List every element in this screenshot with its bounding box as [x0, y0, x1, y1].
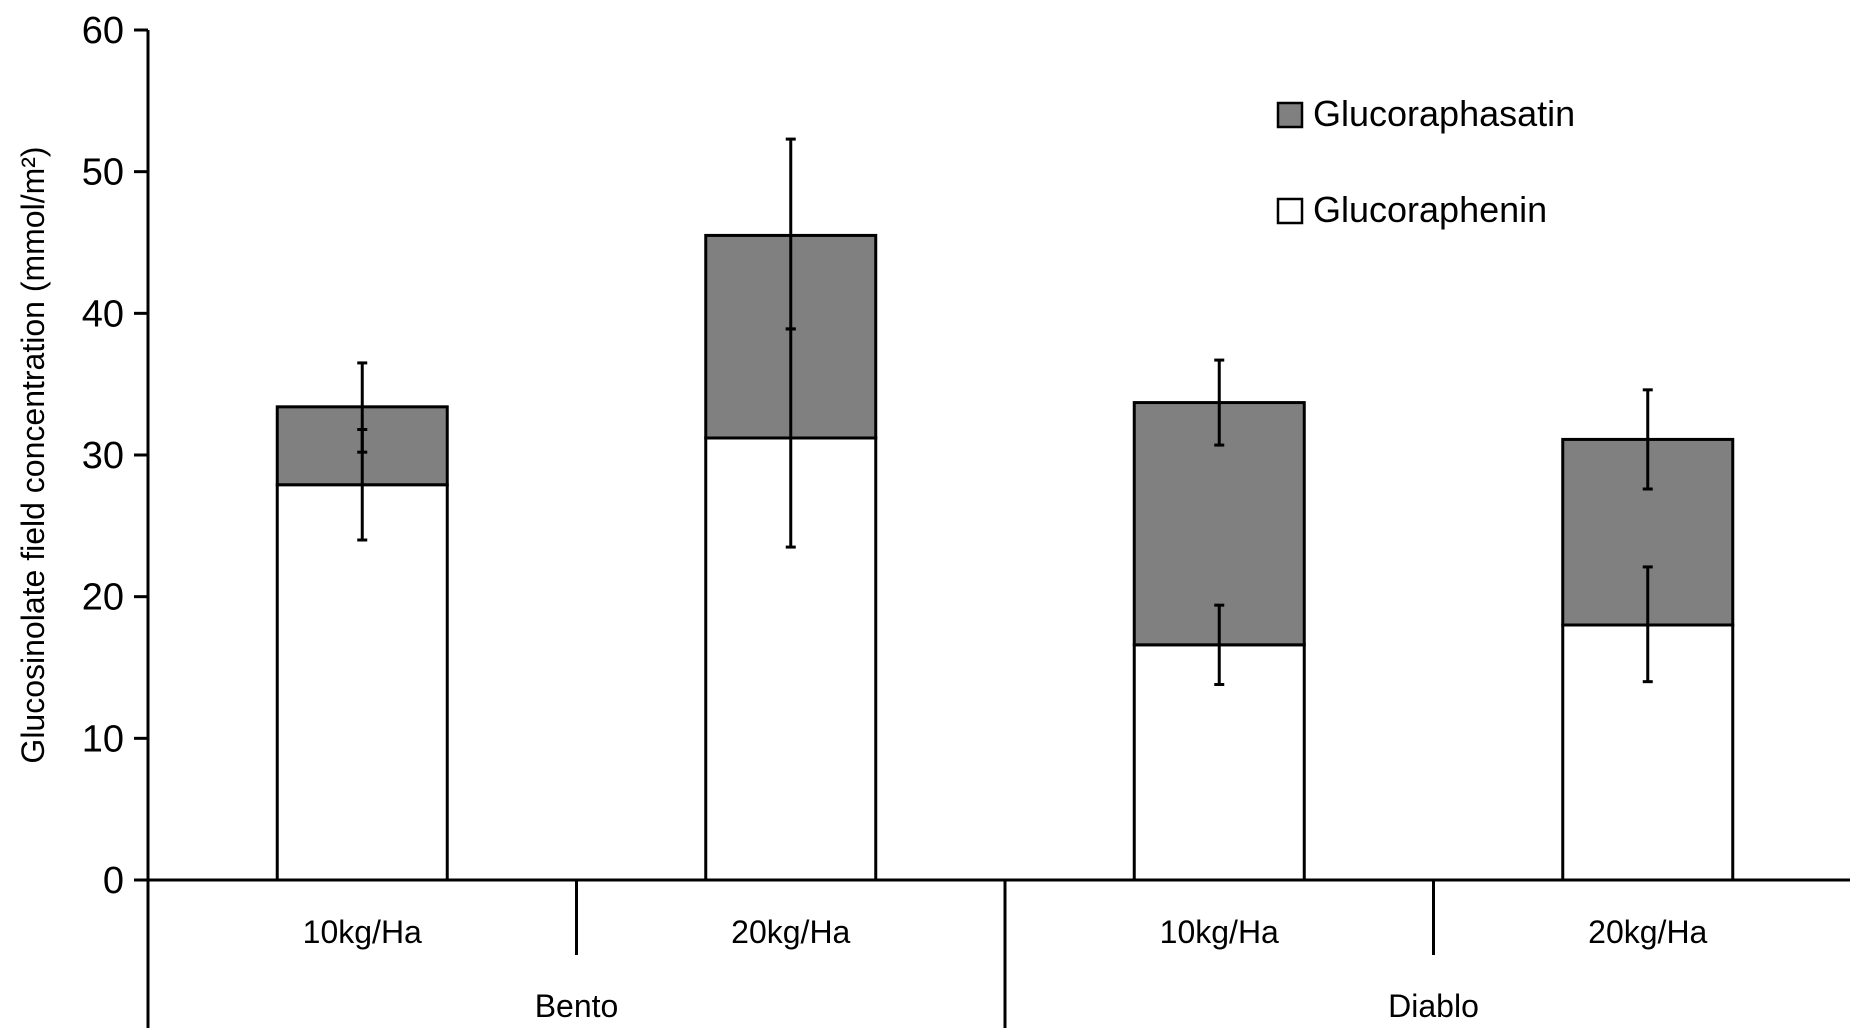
legend-label: Glucoraphenin [1313, 189, 1547, 230]
y-tick-label: 30 [82, 435, 124, 477]
x-group-label: Diablo [1388, 988, 1479, 1024]
y-tick-label: 20 [82, 577, 124, 619]
x-category-label: 20kg/Ha [1588, 914, 1707, 950]
y-axis: 0 10 20 30 40 50 60 [82, 10, 150, 1028]
y-tick-label: 40 [82, 293, 124, 335]
x-category-label: 10kg/Ha [1160, 914, 1279, 950]
bar-glucoraphenin [275, 483, 449, 882]
y-tick-label: 50 [82, 152, 124, 194]
x-category-label: 20kg/Ha [731, 914, 850, 950]
error-bars [357, 137, 1653, 686]
legend: Glucoraphasatin Glucoraphenin [1276, 93, 1575, 230]
y-tick-label: 0 [103, 860, 124, 902]
y-tick-label: 10 [82, 718, 124, 760]
legend-swatch [1276, 197, 1304, 225]
legend-swatch [1276, 101, 1304, 129]
y-tick-label: 60 [82, 10, 124, 52]
legend-label: Glucoraphasatin [1313, 93, 1575, 134]
x-category-label: 10kg/Ha [303, 914, 422, 950]
y-axis-title: Glucosinolate field concentration (mmol/… [15, 146, 51, 763]
bars [275, 233, 1735, 882]
x-group-label: Bento [535, 988, 619, 1024]
x-axis: 10kg/Ha 20kg/Ha 10kg/Ha 20kg/Ha Bento Diablo [148, 878, 1850, 1028]
